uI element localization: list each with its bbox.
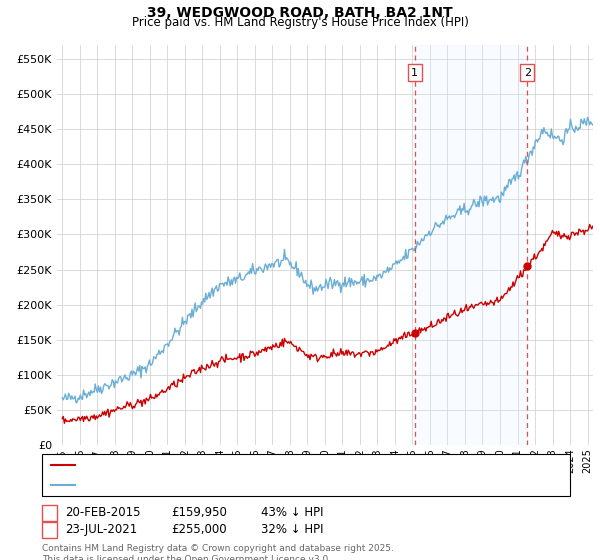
Text: 1: 1 (411, 68, 418, 78)
Text: 32% ↓ HPI: 32% ↓ HPI (261, 523, 323, 536)
Bar (415, 45, 527, 445)
Text: 2: 2 (46, 523, 53, 536)
Text: 2: 2 (524, 68, 531, 78)
Text: 39, WEDGWOOD ROAD, BATH, BA2 1NT: 39, WEDGWOOD ROAD, BATH, BA2 1NT (147, 6, 453, 20)
Text: £159,950: £159,950 (171, 506, 227, 520)
Text: Price paid vs. HM Land Registry's House Price Index (HPI): Price paid vs. HM Land Registry's House … (131, 16, 469, 29)
Text: £255,000: £255,000 (171, 523, 227, 536)
Text: HPI: Average price, semi-detached house, Bath and North East Somerset: HPI: Average price, semi-detached house,… (79, 480, 460, 490)
Text: Contains HM Land Registry data © Crown copyright and database right 2025.
This d: Contains HM Land Registry data © Crown c… (42, 544, 394, 560)
Text: 20-FEB-2015: 20-FEB-2015 (65, 506, 140, 520)
Text: 43% ↓ HPI: 43% ↓ HPI (261, 506, 323, 520)
Text: 1: 1 (46, 506, 53, 520)
Text: 23-JUL-2021: 23-JUL-2021 (65, 523, 137, 536)
Text: 39, WEDGWOOD ROAD, BATH, BA2 1NT (semi-detached house): 39, WEDGWOOD ROAD, BATH, BA2 1NT (semi-d… (79, 460, 409, 470)
